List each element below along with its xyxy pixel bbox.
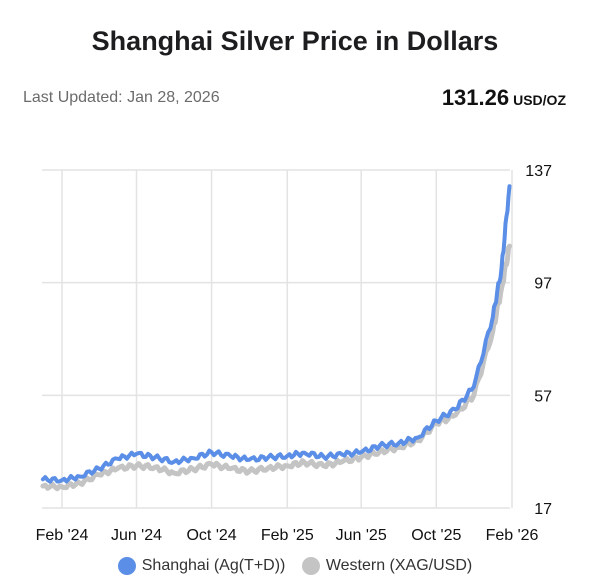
legend-item-shanghai[interactable]: Shanghai (Ag(T+D)) [117, 557, 286, 575]
price-unit: USD/OZ [513, 92, 566, 108]
x-tick-label: Feb '24 [36, 527, 89, 544]
x-tick-label: Feb '26 [486, 527, 539, 544]
x-tick-label: Jun '24 [111, 527, 162, 544]
chart-title: Shanghai Silver Price in Dollars [91, 26, 499, 56]
legend-label-shanghai: Shanghai (Ag(T+D)) [141, 557, 286, 574]
x-tick-label: Jun '25 [336, 527, 387, 544]
y-tick-label: 137 [525, 163, 552, 180]
x-tick-label: Oct '25 [411, 527, 461, 544]
y-tick-label: 57 [534, 388, 552, 405]
last-updated-label: Last Updated: Jan 28, 2026 [23, 89, 220, 106]
chart-legend: Shanghai (Ag(T+D)) Western (XAG/USD) [0, 557, 590, 580]
y-tick-label: 97 [534, 276, 552, 293]
current-price: 131.26 USD/OZ [442, 85, 566, 111]
legend-label-western: Western (XAG/USD) [325, 557, 473, 574]
price-value: 131.26 [441, 85, 510, 110]
legend-swatch-shanghai [117, 557, 136, 575]
series-line-shanghai [40, 184, 512, 484]
legend-swatch-western [301, 557, 320, 575]
x-tick-label: Feb '25 [261, 527, 314, 544]
legend-item-western[interactable]: Western (XAG/USD) [301, 557, 473, 575]
y-tick-label: 17 [534, 501, 552, 518]
x-tick-label: Oct '24 [186, 527, 236, 544]
